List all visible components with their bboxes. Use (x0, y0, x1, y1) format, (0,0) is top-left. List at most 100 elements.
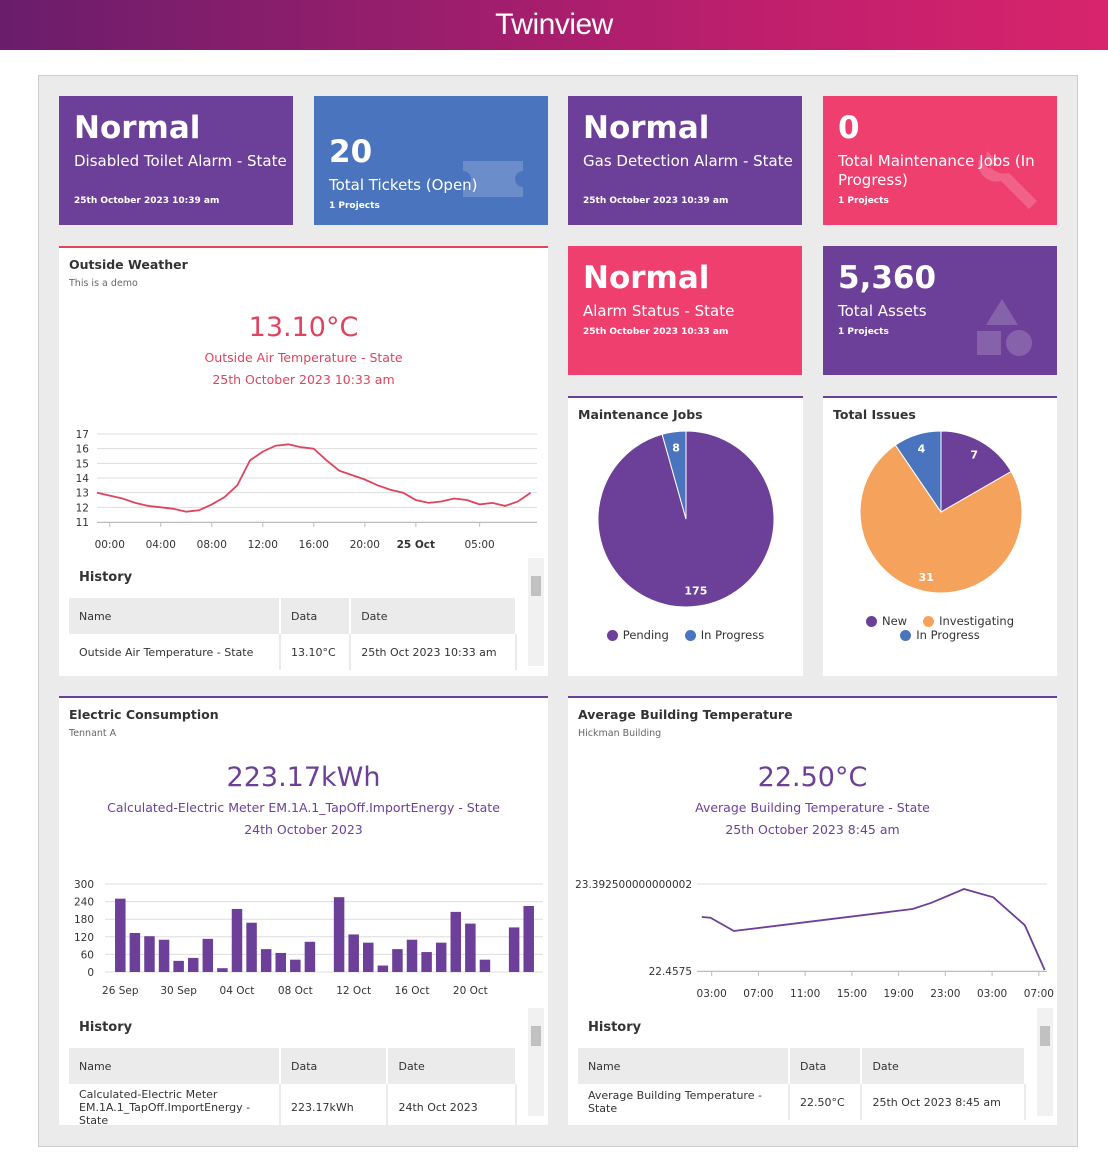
reading-value: 22.50°C (757, 762, 868, 793)
y-tick-label: 23.392500000000002 (575, 879, 692, 891)
tile-icon (978, 151, 1037, 209)
bar (115, 898, 126, 972)
y-tick-label: 13 (76, 488, 89, 500)
legend-swatch (866, 615, 877, 627)
x-tick-label: 20 Oct (453, 985, 488, 997)
panel-title: Total Issues (833, 407, 916, 422)
tile-icon (702, 281, 792, 371)
slice-label: 7 (970, 448, 978, 461)
x-tick-label: 20:00 (350, 539, 380, 551)
bar (158, 939, 170, 972)
electric-chart: 0 60 120 180 240 300 26 Sep 30 Sep 04 Oct 08 Oct 1… (74, 879, 543, 997)
column-header: Data (280, 1048, 389, 1084)
tile-label: Total Tickets (Open) (329, 176, 478, 194)
tile-note: 1 Projects (838, 196, 889, 206)
column-header: Date (861, 1048, 1026, 1084)
reading-label: Outside Air Temperature - State (204, 350, 403, 365)
legend-swatch (923, 615, 935, 627)
x-tick-label: 16:00 (299, 539, 329, 551)
bar (523, 906, 534, 972)
reading-date: 25th October 2023 8:45 am (725, 822, 900, 837)
line-series (96, 443, 532, 513)
x-tick-label: 00:00 (95, 539, 125, 551)
slice-label: 31 (919, 571, 934, 584)
bar (231, 908, 243, 972)
panel-title: Electric Consumption (69, 707, 219, 722)
table-cell: 24th Oct 2023 (387, 1084, 517, 1125)
legend-label: New (882, 614, 908, 628)
icon (977, 331, 1001, 355)
table-row: Average Building Temperature - State 22.5… (578, 1084, 1026, 1120)
pie-slice (940, 430, 1012, 513)
x-tick-label: 07:00 (1024, 988, 1054, 1000)
x-tick-label: 03:00 (697, 988, 727, 1000)
table-cell: 223.17kWh (280, 1084, 389, 1125)
bar (406, 939, 418, 972)
y-tick-label: 180 (74, 914, 94, 926)
column-header: Date (387, 1048, 517, 1084)
y-tick-label: 14 (76, 473, 90, 485)
x-tick-label: 05:00 (464, 539, 494, 551)
tile: Normal Gas Detection Alarm - State 25th Oc… (568, 96, 802, 225)
tile-label: Disabled Toilet Alarm - State (74, 152, 287, 170)
tile-note: 1 Projects (329, 201, 380, 211)
tile-value: Normal (583, 110, 710, 146)
bar (450, 911, 462, 972)
x-tick-label: 07:00 (743, 988, 773, 1000)
x-tick-label: 25 Oct (397, 539, 435, 551)
bar (187, 957, 199, 972)
x-tick-label: 04:00 (146, 539, 176, 551)
tile-value: Normal (583, 260, 710, 296)
x-tick-label: 19:00 (883, 988, 913, 1000)
y-tick-label: 300 (74, 879, 94, 891)
tile-note: 25th October 2023 10:39 am (74, 196, 220, 206)
y-tick-label: 22.4575 (649, 966, 692, 978)
legend: Pending In Progress (568, 628, 803, 642)
x-tick-label: 15:00 (837, 988, 867, 1000)
logo[interactable]: Twinview (495, 8, 613, 41)
weather-panel: Outside Weather This is a demo 13.10°C O… (59, 246, 548, 676)
y-tick-label: 16 (76, 444, 90, 456)
pie-slice (859, 444, 1023, 594)
history-table: Name Data Date Calculated-Electric Meter EM… (69, 1048, 517, 1125)
table-header: Name Data Date (578, 1048, 1026, 1084)
bar (465, 923, 476, 972)
bar (479, 959, 491, 972)
building-chart: 22.4575 23.392500000000002 03:00 07:00 11:00… (575, 879, 1054, 1000)
y-tick-label: 15 (76, 458, 89, 470)
bar (421, 952, 432, 972)
electric-panel: Electric Consumption Tennant A 223.17kWh… (59, 696, 548, 1125)
tile-value: Normal (74, 110, 201, 146)
scrollbar[interactable] (528, 558, 544, 666)
scrollbar[interactable] (1037, 1008, 1053, 1116)
reading-value: 13.10°C (248, 312, 359, 343)
icon (1006, 330, 1032, 356)
table-header: Name Data Date (69, 598, 517, 634)
x-tick-label: 04 Oct (220, 985, 255, 997)
line-series (701, 888, 1046, 971)
issues-pie: 7 31 4 (859, 430, 1023, 594)
legend-label: Pending (622, 628, 669, 642)
legend-label: In Progress (916, 628, 980, 642)
bar (246, 922, 257, 972)
pie-slice (894, 430, 942, 514)
bar (144, 936, 155, 972)
table-row: Outside Air Temperature - State 13.10°C 25… (69, 634, 517, 670)
slice-label: 175 (684, 584, 707, 597)
tile-note: 25th October 2023 10:33 am (583, 327, 729, 337)
table-cell: 25th Oct 2023 10:33 am (350, 634, 517, 670)
scrollbar[interactable] (528, 1008, 544, 1116)
tile-icon (702, 131, 792, 221)
x-tick-label: 12:00 (248, 539, 278, 551)
tile-value: 0 (838, 110, 860, 146)
legend-swatch (900, 629, 912, 641)
header: Twinview (0, 0, 1108, 50)
panel-title: Average Building Temperature (578, 707, 793, 722)
icon (986, 299, 1018, 325)
y-tick-label: 240 (74, 897, 94, 909)
slice-label: 4 (918, 443, 926, 456)
history-table: Name Data Date Average Building Temperature… (578, 1048, 1026, 1120)
issues-panel: Total Issues 7 31 4 New Investigating In Pro… (823, 396, 1057, 676)
tile-value: 20 (329, 134, 373, 170)
panel-title: Maintenance Jobs (578, 407, 703, 422)
